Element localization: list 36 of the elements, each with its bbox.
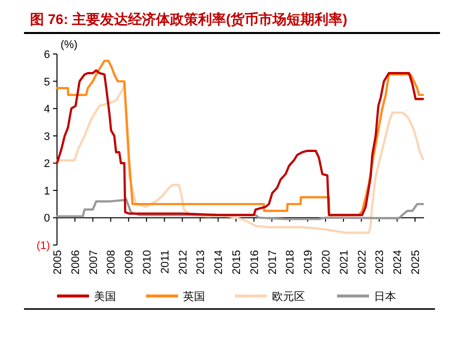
x-tick-label: 2025 [410,250,422,274]
x-tick-label: 2007 [88,250,100,274]
chart-title: 图 76: 主要发达经济体政策利率(货币市场短期利率) [30,11,348,27]
legend-label: 美国 [94,290,116,303]
y-tick-label: 4 [44,104,50,116]
x-tick-label: 2013 [195,250,208,274]
x-tick-label: 2020 [320,250,333,274]
legend-label: 欧元区 [272,291,305,303]
x-tick-label: 2010 [142,250,154,274]
x-tick-label: 2016 [248,250,261,274]
x-tick-label: 2006 [70,250,82,274]
y-tick-label: 6 [44,49,50,61]
legend-label: 英国 [183,290,205,303]
x-tick-label: 2014 [213,250,226,274]
x-tick-label: 2023 [374,250,386,274]
x-tick-label: 2021 [338,250,350,274]
x-tick-label: 2009 [124,250,136,274]
y-tick-label: 0 [44,212,50,225]
x-tick-label: 2008 [106,250,118,274]
x-tick-label: 2022 [356,250,368,274]
legend-label: 日本 [374,290,396,303]
x-tick-label: 2019 [302,250,315,274]
x-tick-label: 2024 [392,250,404,274]
x-tick-label: 2005 [52,250,64,274]
y-tick-label: 1 [44,185,50,198]
x-tick-label: 2017 [266,250,279,274]
y-axis-title: (%) [60,39,78,51]
y-tick-label: (1) [36,240,50,252]
x-tick-label: 2018 [284,250,297,274]
line-series [56,82,424,234]
y-tick-label: 2 [44,158,50,170]
x-tick-label: 2011 [159,250,172,274]
x-tick-label: 2012 [177,250,190,274]
x-tick-label: 2015 [231,250,244,274]
y-tick-label: 5 [44,76,50,88]
y-tick-label: 3 [44,130,50,143]
